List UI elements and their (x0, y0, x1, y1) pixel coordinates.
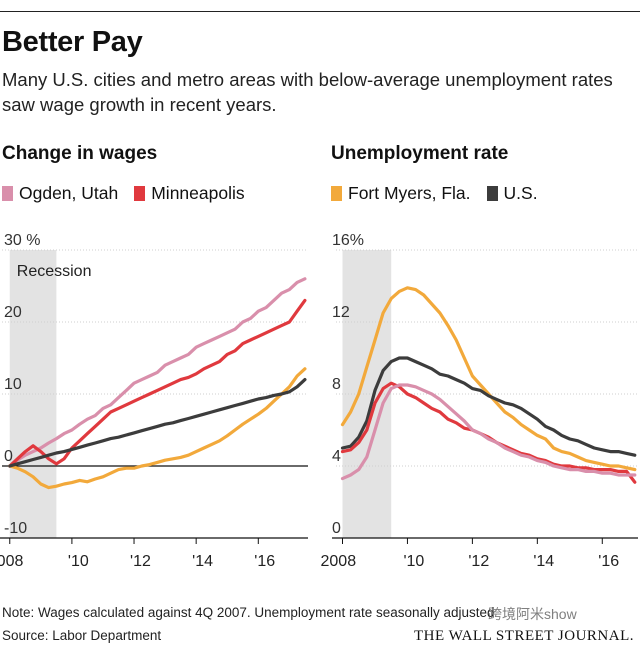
wages-xtick-label: 2008 (0, 553, 23, 570)
legend-label-us: U.S. (503, 183, 538, 203)
wages-chart-title: Change in wages (2, 143, 158, 164)
legend-label-fort-myers: Fort Myers, Fla. (348, 183, 471, 203)
wages-xtick-label: '14 (192, 553, 213, 570)
wages-ytick-label: 30 % (4, 232, 40, 249)
unemployment-series-u-s (340, 356, 637, 457)
legend-ogden: Ogden, Utah (2, 183, 118, 204)
wages-recession-label: Recession (17, 263, 92, 280)
publisher-logo: THE WALL STREET JOURNAL. (413, 628, 634, 644)
unemployment-chart-title: Unemployment rate (331, 143, 509, 164)
unemployment-chart: 0 4 8 12 16% 2008 '10 '12 '14 '16 (320, 232, 638, 570)
wages-series-fort-myers-fla (8, 367, 307, 490)
wages-xtick-label: '12 (130, 553, 151, 570)
watermark: 跨境阿米show (488, 606, 577, 622)
unemployment-ytick-label: 8 (332, 376, 341, 393)
legend-fort-myers: Fort Myers, Fla. (331, 183, 471, 204)
wages-xtick-label: '10 (68, 553, 89, 570)
page-subtitle: Many U.S. cities and metro areas with be… (2, 69, 613, 115)
unemployment-ytick-label: 16% (332, 232, 364, 249)
unemployment-legend: Fort Myers, Fla. U.S. (331, 183, 554, 204)
wages-ytick-label: -10 (4, 520, 27, 537)
unemployment-series-ogden-utah (340, 383, 637, 481)
legend-label-ogden: Ogden, Utah (19, 183, 119, 203)
footnote: Note: Wages calculated against 4Q 2007. … (2, 605, 495, 620)
wages-legend: Ogden, Utah Minneapolis (2, 183, 261, 204)
legend-label-minneapolis: Minneapolis (151, 183, 245, 203)
unemployment-ytick-label: 12 (332, 304, 350, 321)
wages-series-ogden-utah (8, 277, 307, 468)
wages-series-u-s (8, 378, 307, 468)
legend-swatch-fort-myers (331, 186, 342, 201)
legend-swatch-us (486, 186, 498, 201)
wages-series-minneapolis (8, 298, 307, 468)
legend-swatch-minneapolis (134, 186, 146, 201)
unemployment-xtick-label: '16 (598, 553, 619, 570)
legend-us: U.S. (486, 183, 538, 204)
page-title: Better Pay (2, 26, 143, 58)
wages-ytick-label: 10 (4, 376, 22, 393)
unemployment-xtick-label: 2008 (320, 553, 356, 570)
unemployment-xtick-label: '12 (468, 553, 489, 570)
unemployment-xtick-label: '14 (533, 553, 554, 570)
wages-recession-band (9, 250, 57, 538)
unemployment-ytick-label: 0 (332, 520, 341, 537)
wages-ytick-label: 0 (4, 448, 13, 465)
top-rule (0, 11, 640, 12)
unemployment-xtick-label: '10 (403, 553, 424, 570)
legend-swatch-ogden (2, 186, 13, 201)
wages-xtick-label: '16 (254, 553, 275, 570)
unemployment-ytick-label: 4 (332, 448, 341, 465)
legend-minneapolis: Minneapolis (134, 183, 245, 204)
wages-chart: Recession -10 0 10 20 30 % 2008 '10 '12 '14 '16 (0, 232, 308, 570)
source-line: Source: Labor Department (2, 628, 162, 643)
wages-ytick-label: 20 (4, 304, 22, 321)
